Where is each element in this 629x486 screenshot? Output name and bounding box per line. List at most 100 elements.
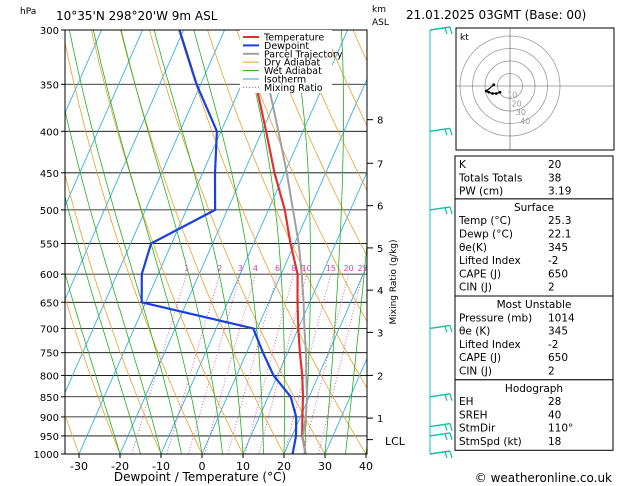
index-value: 38 <box>548 172 561 184</box>
mixing-ratio-label: 3 <box>238 264 243 273</box>
mixing-ratio-line <box>204 273 256 454</box>
mixing-ratio-label: 6 <box>275 264 280 273</box>
most-unstable-value: 650 <box>548 352 568 364</box>
wind-barb-flag <box>444 451 448 459</box>
hodograph-kt-label: kt <box>460 33 469 43</box>
pressure-axis: 300 350 400 450 500 550 600 650 700 750 800 850 900 9… <box>34 26 65 461</box>
wind-barb <box>429 432 451 437</box>
hodograph-point <box>498 90 502 94</box>
hodograph-table-value: 40 <box>548 409 561 421</box>
most-unstable-value: -2 <box>548 339 558 351</box>
legend-entry: Dry Adiabat <box>264 58 321 69</box>
dry-adiabat-line <box>65 40 203 454</box>
wet-adiabat-line <box>193 30 264 454</box>
pressure-tick-label: 450 <box>40 169 59 180</box>
legend-box <box>240 30 332 93</box>
isotherm-line <box>324 357 367 454</box>
surface-label: Temp (°C) <box>458 215 511 227</box>
isotherm-line <box>242 171 367 454</box>
wind-barb-flag <box>449 450 453 459</box>
isotherm-line <box>65 30 184 301</box>
wind-barb <box>429 26 451 31</box>
isotherm-line <box>65 30 102 115</box>
index-label: Totals Totals <box>458 172 522 184</box>
wet-adiabat-line <box>324 30 344 454</box>
hodograph-point <box>494 92 498 95</box>
surface-label: θe(K) <box>459 242 487 254</box>
mixing-ratio-label: 15 <box>326 264 336 273</box>
hpa-label: hPa <box>20 7 36 17</box>
wet-adiabat-line <box>92 30 203 454</box>
surface-value: 2 <box>548 282 555 294</box>
wind-barb <box>429 324 451 330</box>
surface-value: 650 <box>548 268 568 280</box>
height-tick-label: 5 <box>377 244 383 255</box>
dry-adiabat-line <box>149 30 326 454</box>
surface-label: Dewp (°C) <box>459 229 513 241</box>
most-unstable-title: Most Unstable <box>497 299 572 311</box>
mixing-ratio-axis-label: Mixing Ratio (g/kg) <box>389 239 399 324</box>
hodograph-table-label: EH <box>459 396 474 408</box>
dry-adiabat-line <box>294 30 367 192</box>
background-lines <box>65 30 629 454</box>
wind-barb-flag <box>449 423 453 431</box>
height-tick-label: 1 <box>377 414 383 425</box>
hodograph-table-value: 18 <box>548 436 561 448</box>
temperature-tick-label: 30 <box>318 460 332 473</box>
pressure-tick-label: 1000 <box>34 450 59 461</box>
hodograph-table-label: StmSpd (kt) <box>459 436 522 448</box>
temperature-tick-label: -20 <box>111 460 129 473</box>
pressure-tick-label: 300 <box>40 26 59 37</box>
legend-entry: Parcel Trajectory <box>264 49 343 60</box>
height-tick-label: 2 <box>377 371 383 382</box>
wind-barb-flag <box>449 325 453 333</box>
surface-label: CIN (J) <box>459 282 492 294</box>
hodograph-table-title: Hodograph <box>505 383 563 395</box>
legend-entry: Wet Adiabat <box>264 66 322 77</box>
most-unstable-value: 345 <box>548 326 568 338</box>
height-tick-label: 8 <box>377 116 383 127</box>
surface-value: 345 <box>548 242 568 254</box>
wet-adiabat-line <box>65 108 162 454</box>
pressure-tick-label: 700 <box>40 324 59 335</box>
hodograph-table-value: 28 <box>548 396 561 408</box>
series-temperature <box>244 30 307 454</box>
wind-barb-flag <box>449 128 453 136</box>
wind-barb <box>429 206 451 211</box>
dry-adiabat-line <box>91 30 244 454</box>
isotherm-line <box>201 78 367 454</box>
hodograph-point <box>491 92 494 95</box>
mixing-ratio-line <box>188 273 241 454</box>
temperature-tick-label: 40 <box>359 460 373 473</box>
mixing-ratio-line <box>284 273 332 454</box>
dry-adiabat-line <box>265 30 367 257</box>
wet-adiabat-line <box>69 30 182 454</box>
dry-adiabat-line <box>614 30 629 454</box>
dry-adiabat-line <box>120 30 285 454</box>
series-dewpoint <box>140 30 298 454</box>
most-unstable-label: CAPE (J) <box>459 352 501 364</box>
indices-box <box>454 155 614 200</box>
surface-box <box>454 198 614 297</box>
hodograph-table-box <box>454 379 614 451</box>
wind-barb-flag <box>444 326 448 333</box>
surface-value: -2 <box>548 255 558 267</box>
km-label: km <box>372 5 386 15</box>
hodograph-ring-label: 30 <box>516 108 526 117</box>
isotherm-line <box>65 30 225 394</box>
wind-barb-flag <box>449 432 453 441</box>
index-value: 3.19 <box>548 186 571 198</box>
wind-barb <box>429 422 451 428</box>
mixing-ratio-line <box>317 274 363 454</box>
surface-title: Surface <box>514 202 554 214</box>
wind-barb-flag <box>444 129 448 136</box>
series-parcel-trajectory <box>267 84 309 454</box>
wind-barb-flag <box>449 393 453 401</box>
surface-label: CAPE (J) <box>459 268 501 280</box>
asl-label: ASL <box>372 18 389 28</box>
wet-adiabat-line <box>345 240 367 454</box>
dry-adiabat-line <box>207 30 367 390</box>
pressure-tick-label: 750 <box>40 349 59 360</box>
